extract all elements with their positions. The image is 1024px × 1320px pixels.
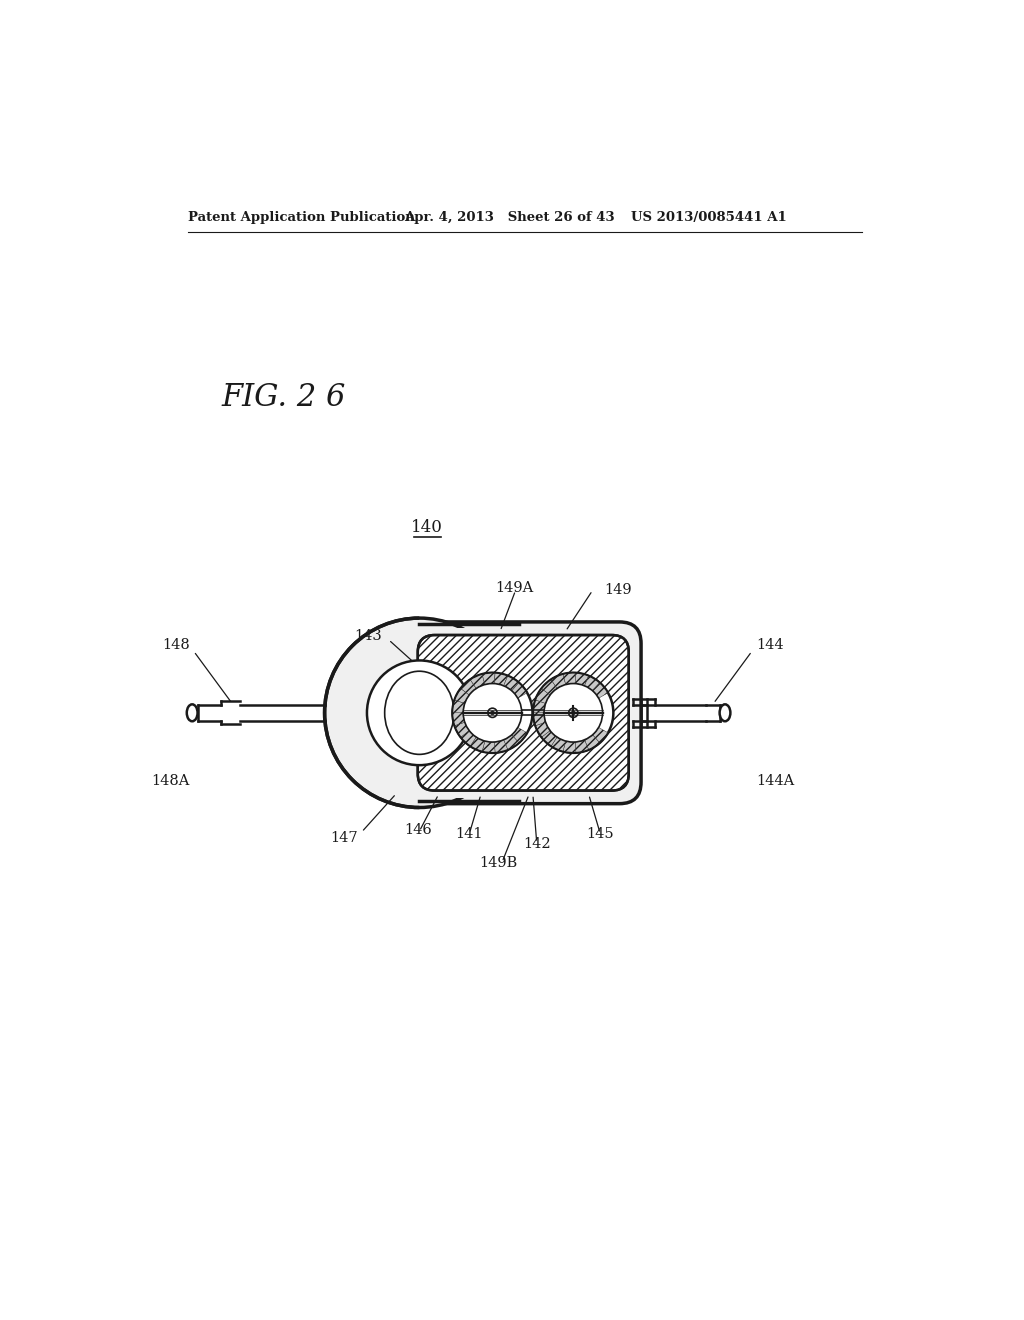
- Ellipse shape: [186, 705, 198, 721]
- Wedge shape: [534, 713, 546, 726]
- Wedge shape: [455, 689, 469, 704]
- Wedge shape: [542, 680, 557, 696]
- Wedge shape: [585, 735, 600, 750]
- Circle shape: [463, 684, 521, 742]
- Wedge shape: [461, 730, 476, 746]
- Wedge shape: [563, 673, 575, 685]
- Wedge shape: [482, 673, 495, 685]
- Circle shape: [453, 673, 532, 752]
- Wedge shape: [504, 735, 519, 750]
- Text: 142: 142: [523, 837, 551, 850]
- Wedge shape: [575, 739, 589, 752]
- Wedge shape: [495, 739, 508, 752]
- Wedge shape: [461, 680, 476, 696]
- Text: 141: 141: [456, 828, 483, 841]
- Circle shape: [571, 711, 575, 714]
- FancyBboxPatch shape: [406, 622, 641, 804]
- Text: 144A: 144A: [756, 774, 794, 788]
- Circle shape: [568, 708, 578, 718]
- Circle shape: [544, 684, 602, 742]
- Text: 149: 149: [604, 582, 632, 597]
- Wedge shape: [470, 737, 485, 751]
- Text: 149A: 149A: [495, 581, 534, 595]
- Text: Apr. 4, 2013   Sheet 26 of 43: Apr. 4, 2013 Sheet 26 of 43: [403, 211, 614, 224]
- Text: 145: 145: [587, 828, 614, 841]
- Text: 148A: 148A: [152, 774, 189, 788]
- Wedge shape: [455, 722, 469, 737]
- Wedge shape: [575, 673, 589, 686]
- Circle shape: [490, 711, 495, 714]
- Text: 149B: 149B: [479, 855, 517, 870]
- Text: FIG. 2 6: FIG. 2 6: [221, 381, 346, 413]
- Wedge shape: [551, 737, 565, 751]
- FancyBboxPatch shape: [418, 635, 629, 791]
- Ellipse shape: [385, 671, 454, 755]
- Text: 146: 146: [403, 822, 432, 837]
- Wedge shape: [563, 741, 575, 752]
- Wedge shape: [482, 741, 495, 752]
- Text: 147: 147: [330, 832, 357, 845]
- Wedge shape: [453, 713, 465, 726]
- Circle shape: [534, 673, 613, 752]
- Text: 140: 140: [411, 519, 443, 536]
- Text: US 2013/0085441 A1: US 2013/0085441 A1: [631, 211, 786, 224]
- Wedge shape: [551, 675, 565, 689]
- Wedge shape: [593, 682, 608, 698]
- Wedge shape: [504, 676, 519, 690]
- Wedge shape: [453, 700, 465, 713]
- Wedge shape: [470, 675, 485, 689]
- Wedge shape: [542, 730, 557, 746]
- Text: 144: 144: [756, 638, 783, 652]
- Bar: [419, 628, 523, 797]
- Text: Patent Application Publication: Patent Application Publication: [188, 211, 415, 224]
- Wedge shape: [585, 676, 600, 690]
- Wedge shape: [512, 682, 527, 698]
- Ellipse shape: [720, 705, 730, 721]
- Circle shape: [325, 618, 514, 808]
- Wedge shape: [512, 727, 527, 743]
- Circle shape: [367, 660, 472, 766]
- Wedge shape: [495, 673, 508, 686]
- Wedge shape: [536, 722, 550, 737]
- Wedge shape: [534, 700, 546, 713]
- Wedge shape: [593, 727, 608, 743]
- Wedge shape: [536, 689, 550, 704]
- Text: 148: 148: [162, 638, 189, 652]
- Text: 143: 143: [354, 628, 382, 643]
- Circle shape: [487, 708, 497, 718]
